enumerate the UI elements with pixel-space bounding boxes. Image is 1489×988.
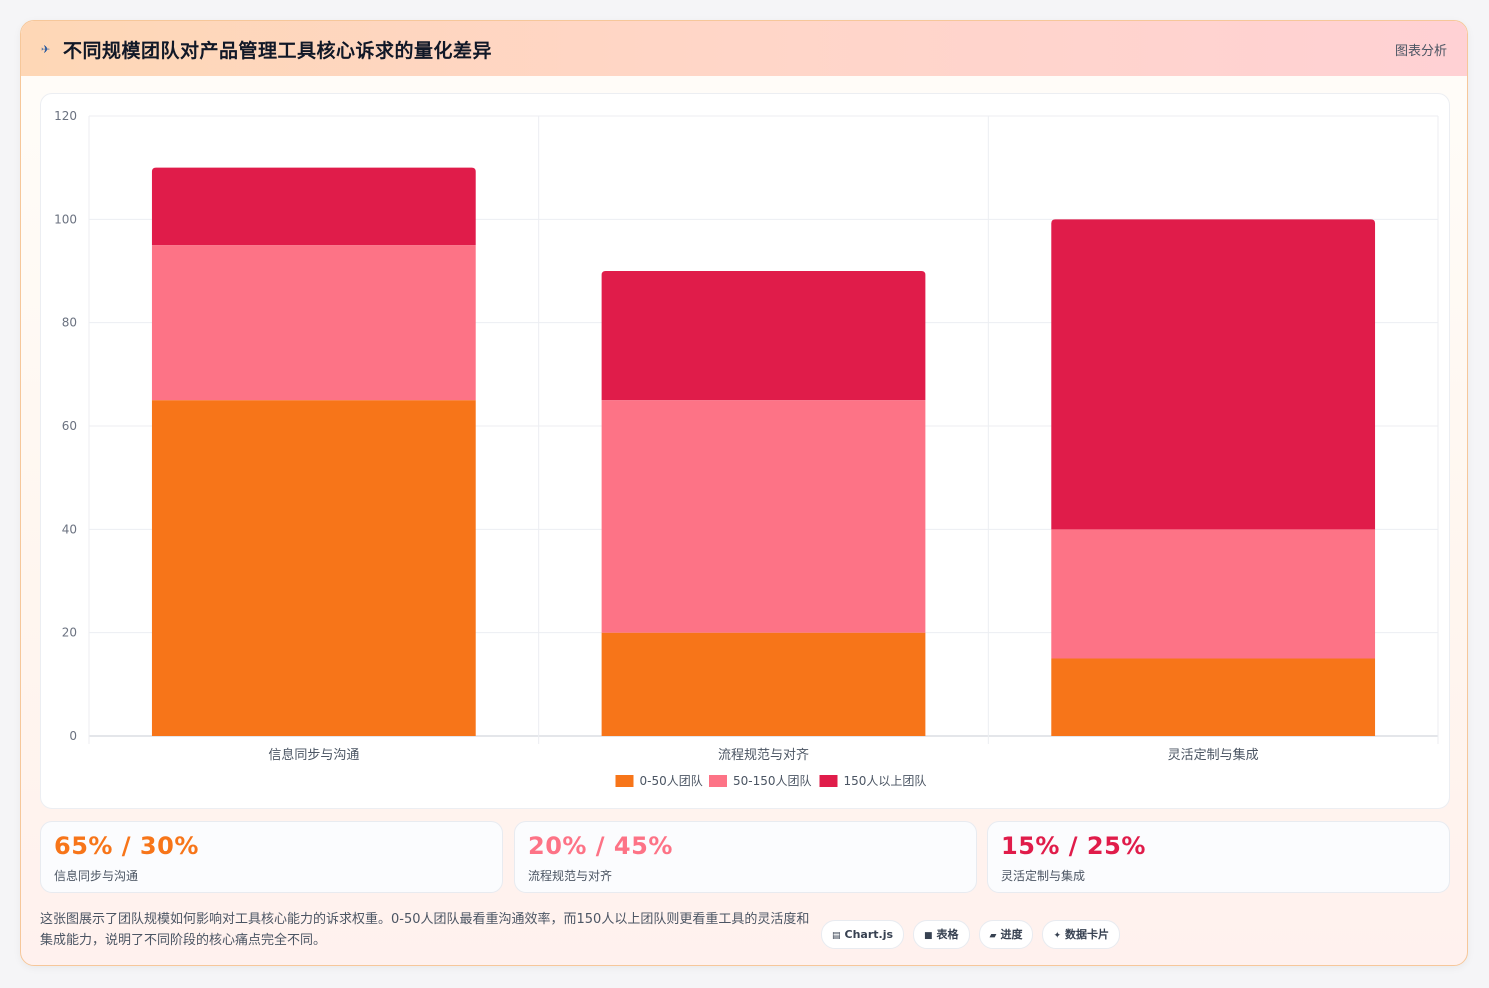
stat-card-3: 15% / 25% 灵活定制与集成 (987, 821, 1450, 893)
chip-label: 表格 (936, 928, 959, 941)
stacked-bar-chart: 0 20 40 60 80 100 120 信息同步与沟通 流程规范与对齐 灵活定制与集成 0-50… (54, 109, 1439, 788)
chip-chartjs[interactable]: ▤ Chart.js (821, 920, 905, 949)
y-tick-label: 60 (62, 419, 77, 433)
y-tick-label: 100 (54, 212, 77, 226)
legend-swatch (709, 775, 727, 787)
stat-value: 15% / 25% (1001, 832, 1146, 860)
stat-label: 流程规范与对齐 (528, 869, 613, 883)
stat-value: 20% / 45% (528, 832, 673, 860)
chip-label: Chart.js (844, 928, 894, 941)
x-category-label: 信息同步与沟通 (268, 747, 359, 763)
y-tick-label: 40 (62, 522, 77, 536)
chip-progress[interactable]: ▰ 进度 (978, 920, 1034, 949)
stat-value: 65% / 30% (54, 832, 199, 860)
chart-icon: ▤ (832, 931, 841, 941)
legend-label: 50-150人团队 (733, 773, 812, 788)
tech-chips: ▤ Chart.js ■ 表格 ▰ 进度 ✦ 数据卡片 (821, 920, 1121, 949)
page-title: 不同规模团队对产品管理工具核心诉求的量化差异 (63, 40, 493, 62)
bar-segment (601, 400, 926, 633)
sparkle-icon: ✦ (1053, 931, 1062, 941)
chip-label: 进度 (1000, 928, 1023, 941)
bar-segment (151, 400, 476, 736)
chip-data-card[interactable]: ✦ 数据卡片 (1042, 920, 1121, 949)
bar-segment (151, 245, 476, 401)
chart-description: 这张图展示了团队规模如何影响对工具核心能力的诉求权重。0-50人团队最看重沟通效… (40, 912, 810, 948)
chart-analysis-tag: 图表分析 (1394, 44, 1447, 59)
legend-swatch (819, 775, 838, 787)
chip-label: 数据卡片 (1065, 928, 1110, 941)
legend-swatch (615, 775, 634, 787)
bar-segment (1051, 219, 1376, 530)
y-tick-label: 20 (62, 626, 77, 640)
bar-segment (1051, 529, 1376, 659)
bar-segment (151, 167, 476, 246)
y-tick-label: 120 (54, 109, 77, 123)
stat-label: 信息同步与沟通 (54, 869, 139, 883)
stat-card-1: 65% / 30% 信息同步与沟通 (40, 821, 503, 893)
y-tick-label: 80 (62, 316, 77, 330)
bar-segment (601, 271, 926, 401)
stat-card-2: 20% / 45% 流程规范与对齐 (514, 821, 977, 893)
legend-label: 150人以上团队 (844, 773, 927, 788)
progress-icon: ▰ (989, 931, 997, 941)
bar-segment (1051, 658, 1376, 736)
x-category-label: 流程规范与对齐 (718, 747, 809, 763)
table-icon: ■ (924, 931, 933, 941)
chart-card: ✈ 不同规模团队对产品管理工具核心诉求的量化差异 图表分析 0 20 40 60 80 1… (20, 20, 1468, 966)
plane-icon: ✈ (41, 43, 51, 56)
chart-container: 0 20 40 60 80 100 120 信息同步与沟通 流程规范与对齐 灵活定制与集成 0-50… (40, 93, 1450, 809)
card-header: ✈ 不同规模团队对产品管理工具核心诉求的量化差异 图表分析 (21, 21, 1467, 76)
legend-label: 0-50人团队 (640, 773, 703, 788)
x-category-label: 灵活定制与集成 (1168, 747, 1259, 763)
y-tick-label: 0 (69, 729, 77, 743)
chip-table[interactable]: ■ 表格 (913, 920, 970, 949)
bar-segment (601, 632, 926, 736)
stat-label: 灵活定制与集成 (1001, 869, 1086, 883)
